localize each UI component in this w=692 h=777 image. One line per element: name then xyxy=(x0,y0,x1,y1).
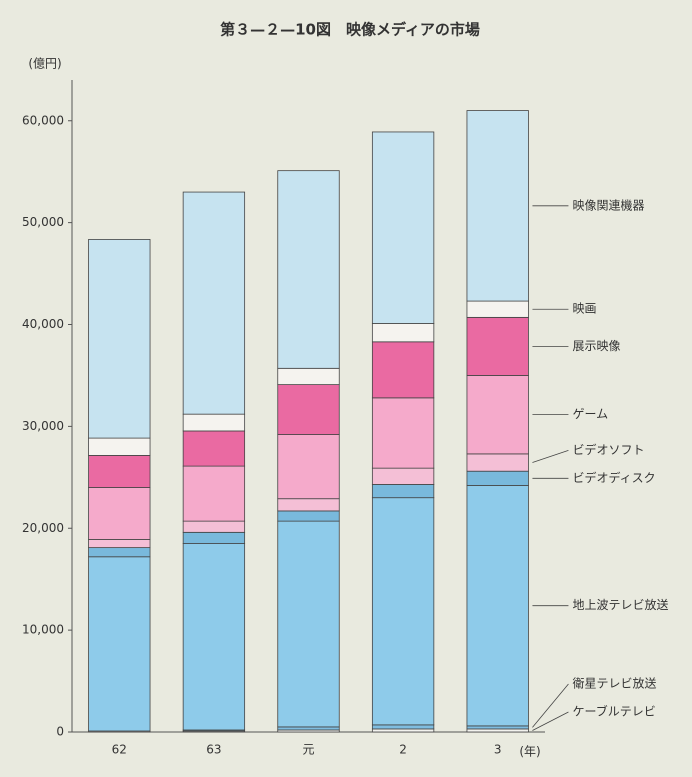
y-tick-label: 60,000 xyxy=(22,113,64,127)
bar-segment xyxy=(466,725,529,730)
legend-label: ビデオディスク xyxy=(572,470,655,485)
legend-pointer xyxy=(532,711,569,731)
bar-segment xyxy=(277,726,340,731)
x-tick-label: 2 xyxy=(399,743,407,757)
bar-segment xyxy=(88,547,151,558)
bar-segment xyxy=(182,543,246,731)
y-tick-label: 50,000 xyxy=(22,215,64,229)
bar-segment xyxy=(277,367,340,386)
bar-segment xyxy=(88,437,151,456)
y-tick-label: 30,000 xyxy=(22,419,64,433)
bar-segment xyxy=(182,413,246,432)
bar-segment xyxy=(277,510,340,522)
legend-pointer xyxy=(532,449,569,463)
bar-segment xyxy=(466,470,529,486)
bar-segment xyxy=(466,453,529,472)
bar-segment xyxy=(88,539,151,549)
bar-segment xyxy=(371,484,435,499)
legend-label: 展示映像 xyxy=(572,339,620,353)
bar-segment xyxy=(371,467,435,485)
legend-label: 映像関連機器 xyxy=(572,197,644,212)
bar-segment xyxy=(88,487,151,540)
x-tick-label: 元 xyxy=(302,743,314,757)
bar-segment xyxy=(371,497,435,726)
bar-segment xyxy=(182,531,246,544)
x-axis-label: (年) xyxy=(519,745,540,759)
legend-label: 衛星テレビ放送 xyxy=(572,676,656,691)
y-tick-label: 10,000 xyxy=(22,623,64,637)
bar-segment xyxy=(182,430,246,467)
bar-segment xyxy=(277,498,340,512)
legend-pointer xyxy=(532,683,569,728)
bar-segment xyxy=(371,131,435,324)
legend-label: ケーブルテレビ xyxy=(572,704,655,719)
bar-segment xyxy=(466,375,529,455)
bar-segment xyxy=(371,724,435,730)
bar-segment xyxy=(88,239,151,439)
bar-segment xyxy=(88,455,151,488)
y-tick-label: 0 xyxy=(56,725,64,739)
bar-segment xyxy=(466,485,529,727)
bar-segment xyxy=(182,520,246,533)
chart-title: 第３—２—10図 映像メディアの市場 xyxy=(220,21,480,39)
legend-label: 映画 xyxy=(572,302,596,316)
bar-segment xyxy=(371,323,435,343)
legend-label: ビデオソフト xyxy=(572,442,644,457)
bar-segment xyxy=(371,341,435,399)
y-tick-label: 20,000 xyxy=(22,521,64,535)
bar-segment xyxy=(277,170,340,369)
bar-segment xyxy=(371,397,435,469)
legend-label: 地上波テレビ放送 xyxy=(572,597,668,612)
x-tick-label: 63 xyxy=(206,743,221,757)
x-tick-label: 62 xyxy=(112,743,127,757)
bar-segment xyxy=(277,434,340,500)
bar-segment xyxy=(277,384,340,435)
bar-segment xyxy=(182,191,246,415)
bar-segment xyxy=(466,300,529,318)
bar-segment xyxy=(466,728,529,733)
y-tick-label: 40,000 xyxy=(22,317,64,331)
bar-segment xyxy=(466,316,529,376)
bar-segment xyxy=(88,556,151,732)
bar-segment xyxy=(371,728,435,733)
bar-segment xyxy=(182,465,246,522)
x-tick-label: 3 xyxy=(494,743,502,757)
y-axis-label: (億円) xyxy=(28,57,61,71)
bar-segment xyxy=(466,110,529,302)
legend-label: ゲーム xyxy=(572,407,608,421)
bar-segment xyxy=(277,520,340,728)
